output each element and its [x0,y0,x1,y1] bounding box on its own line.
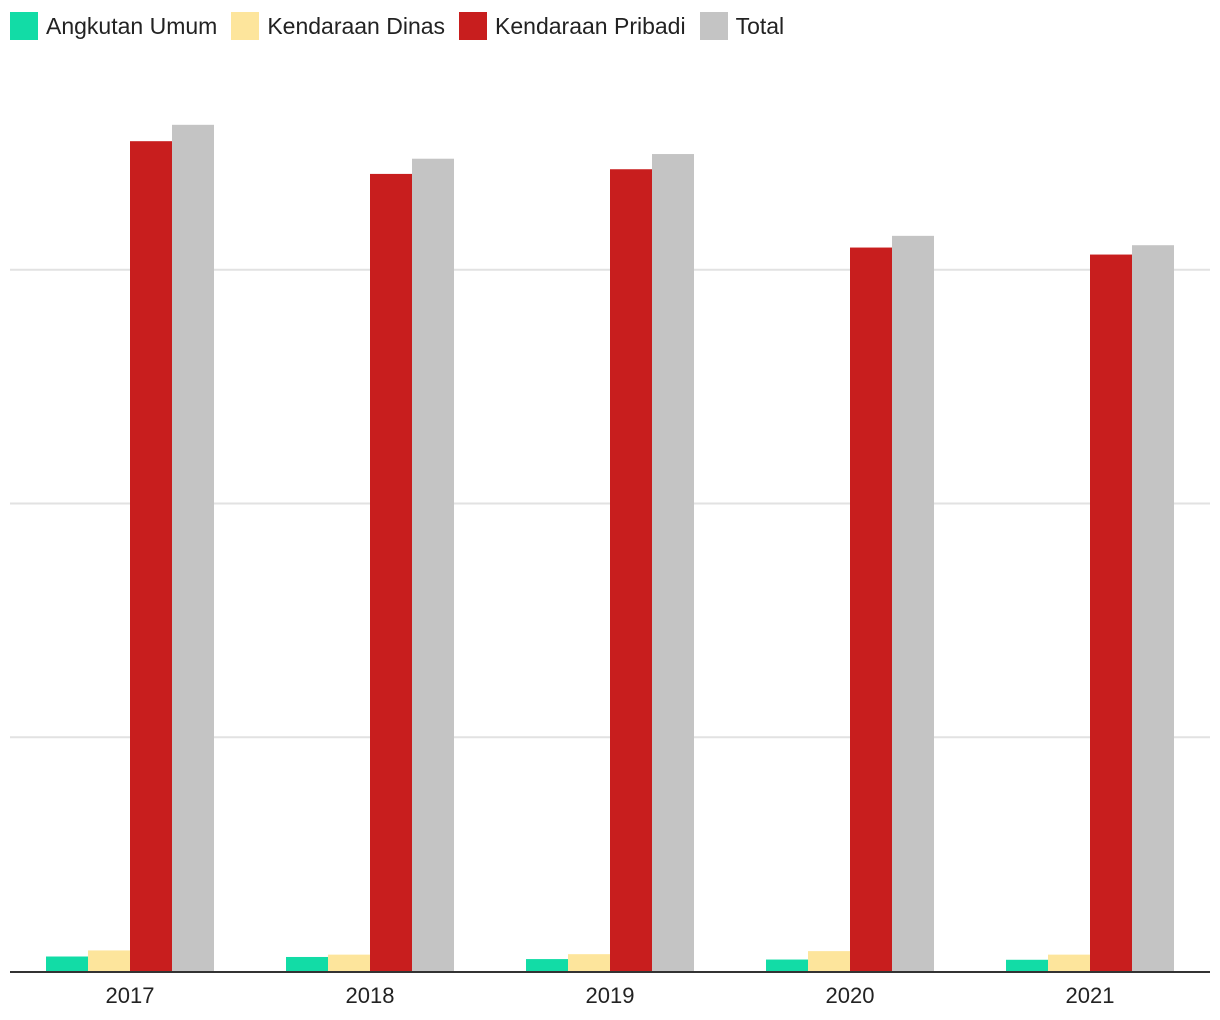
x-tick-label: 2020 [826,983,875,1008]
bar[interactable] [328,954,370,971]
legend-item[interactable]: Kendaraan Dinas [231,12,445,40]
bar[interactable] [766,959,808,971]
legend: Angkutan Umum Kendaraan Dinas Kendaraan Pr… [10,10,798,42]
bar[interactable] [808,951,850,971]
x-tick-label: 2019 [586,983,635,1008]
x-tick-label: 2021 [1066,983,1115,1008]
bar[interactable] [286,956,328,971]
legend-item[interactable]: Angkutan Umum [10,12,217,40]
legend-item[interactable]: Kendaraan Pribadi [459,12,686,40]
legend-label: Angkutan Umum [46,12,218,39]
legend-swatch [231,12,260,40]
legend-swatch [459,12,488,40]
legend-label: Kendaraan Pribadi [495,12,686,39]
bar[interactable] [850,247,892,971]
bar[interactable] [130,141,172,971]
bar[interactable] [1090,254,1132,971]
bar[interactable] [172,124,214,971]
bar[interactable] [412,158,454,971]
bar[interactable] [370,173,412,972]
bar[interactable] [652,154,694,971]
bar[interactable] [526,959,568,971]
bar[interactable] [610,169,652,972]
legend-label: Kendaraan Dinas [267,12,446,39]
legend-label: Total [735,12,785,39]
legend-item[interactable]: Total [699,12,785,40]
bar[interactable] [568,954,610,971]
bar[interactable] [88,950,130,971]
bar[interactable] [1048,954,1090,971]
legend-swatch [10,12,38,40]
x-tick-label: 2018 [346,983,395,1008]
bar[interactable] [1132,245,1174,972]
bar[interactable] [892,235,934,971]
bar[interactable] [46,956,88,971]
bar[interactable] [1006,959,1048,971]
legend-swatch [699,12,728,40]
x-tick-label: 2017 [106,983,155,1008]
